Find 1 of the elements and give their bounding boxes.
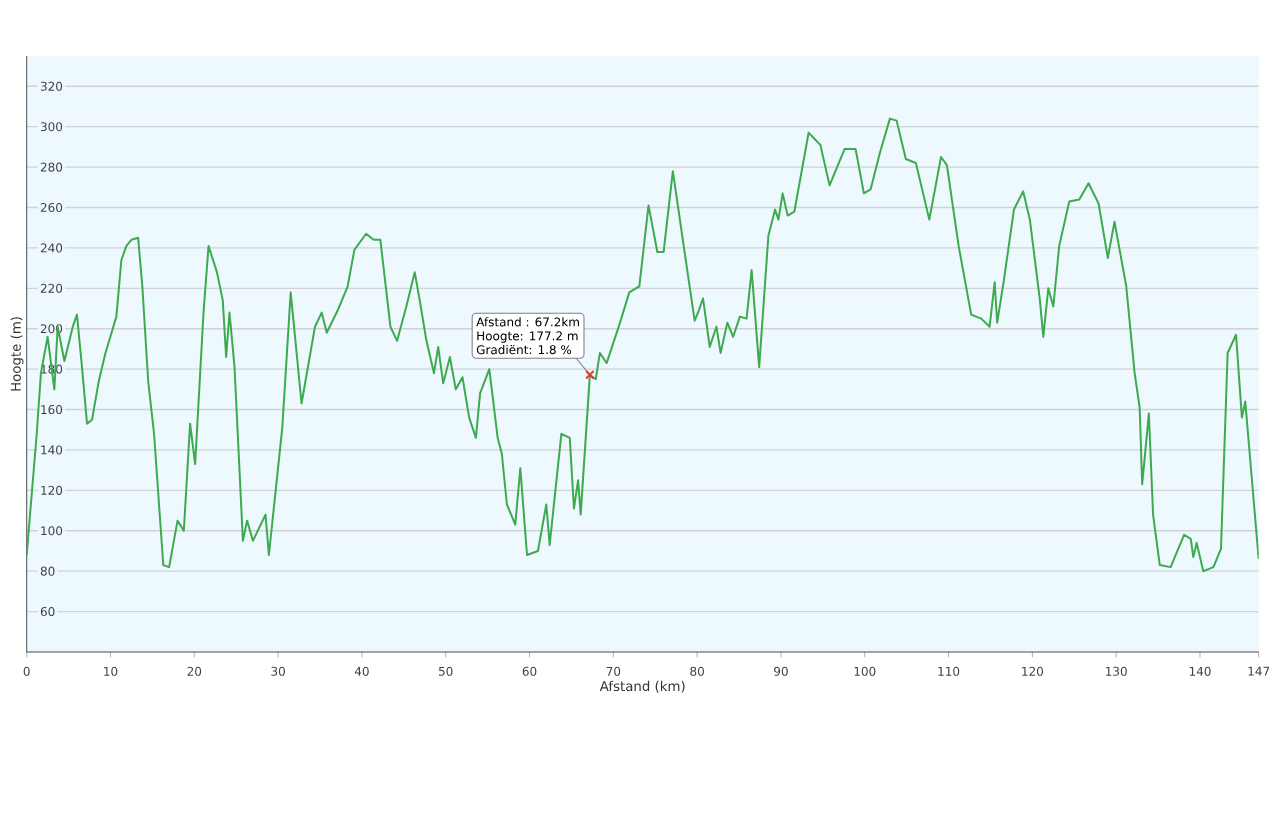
line-series: [26, 117, 1259, 573]
